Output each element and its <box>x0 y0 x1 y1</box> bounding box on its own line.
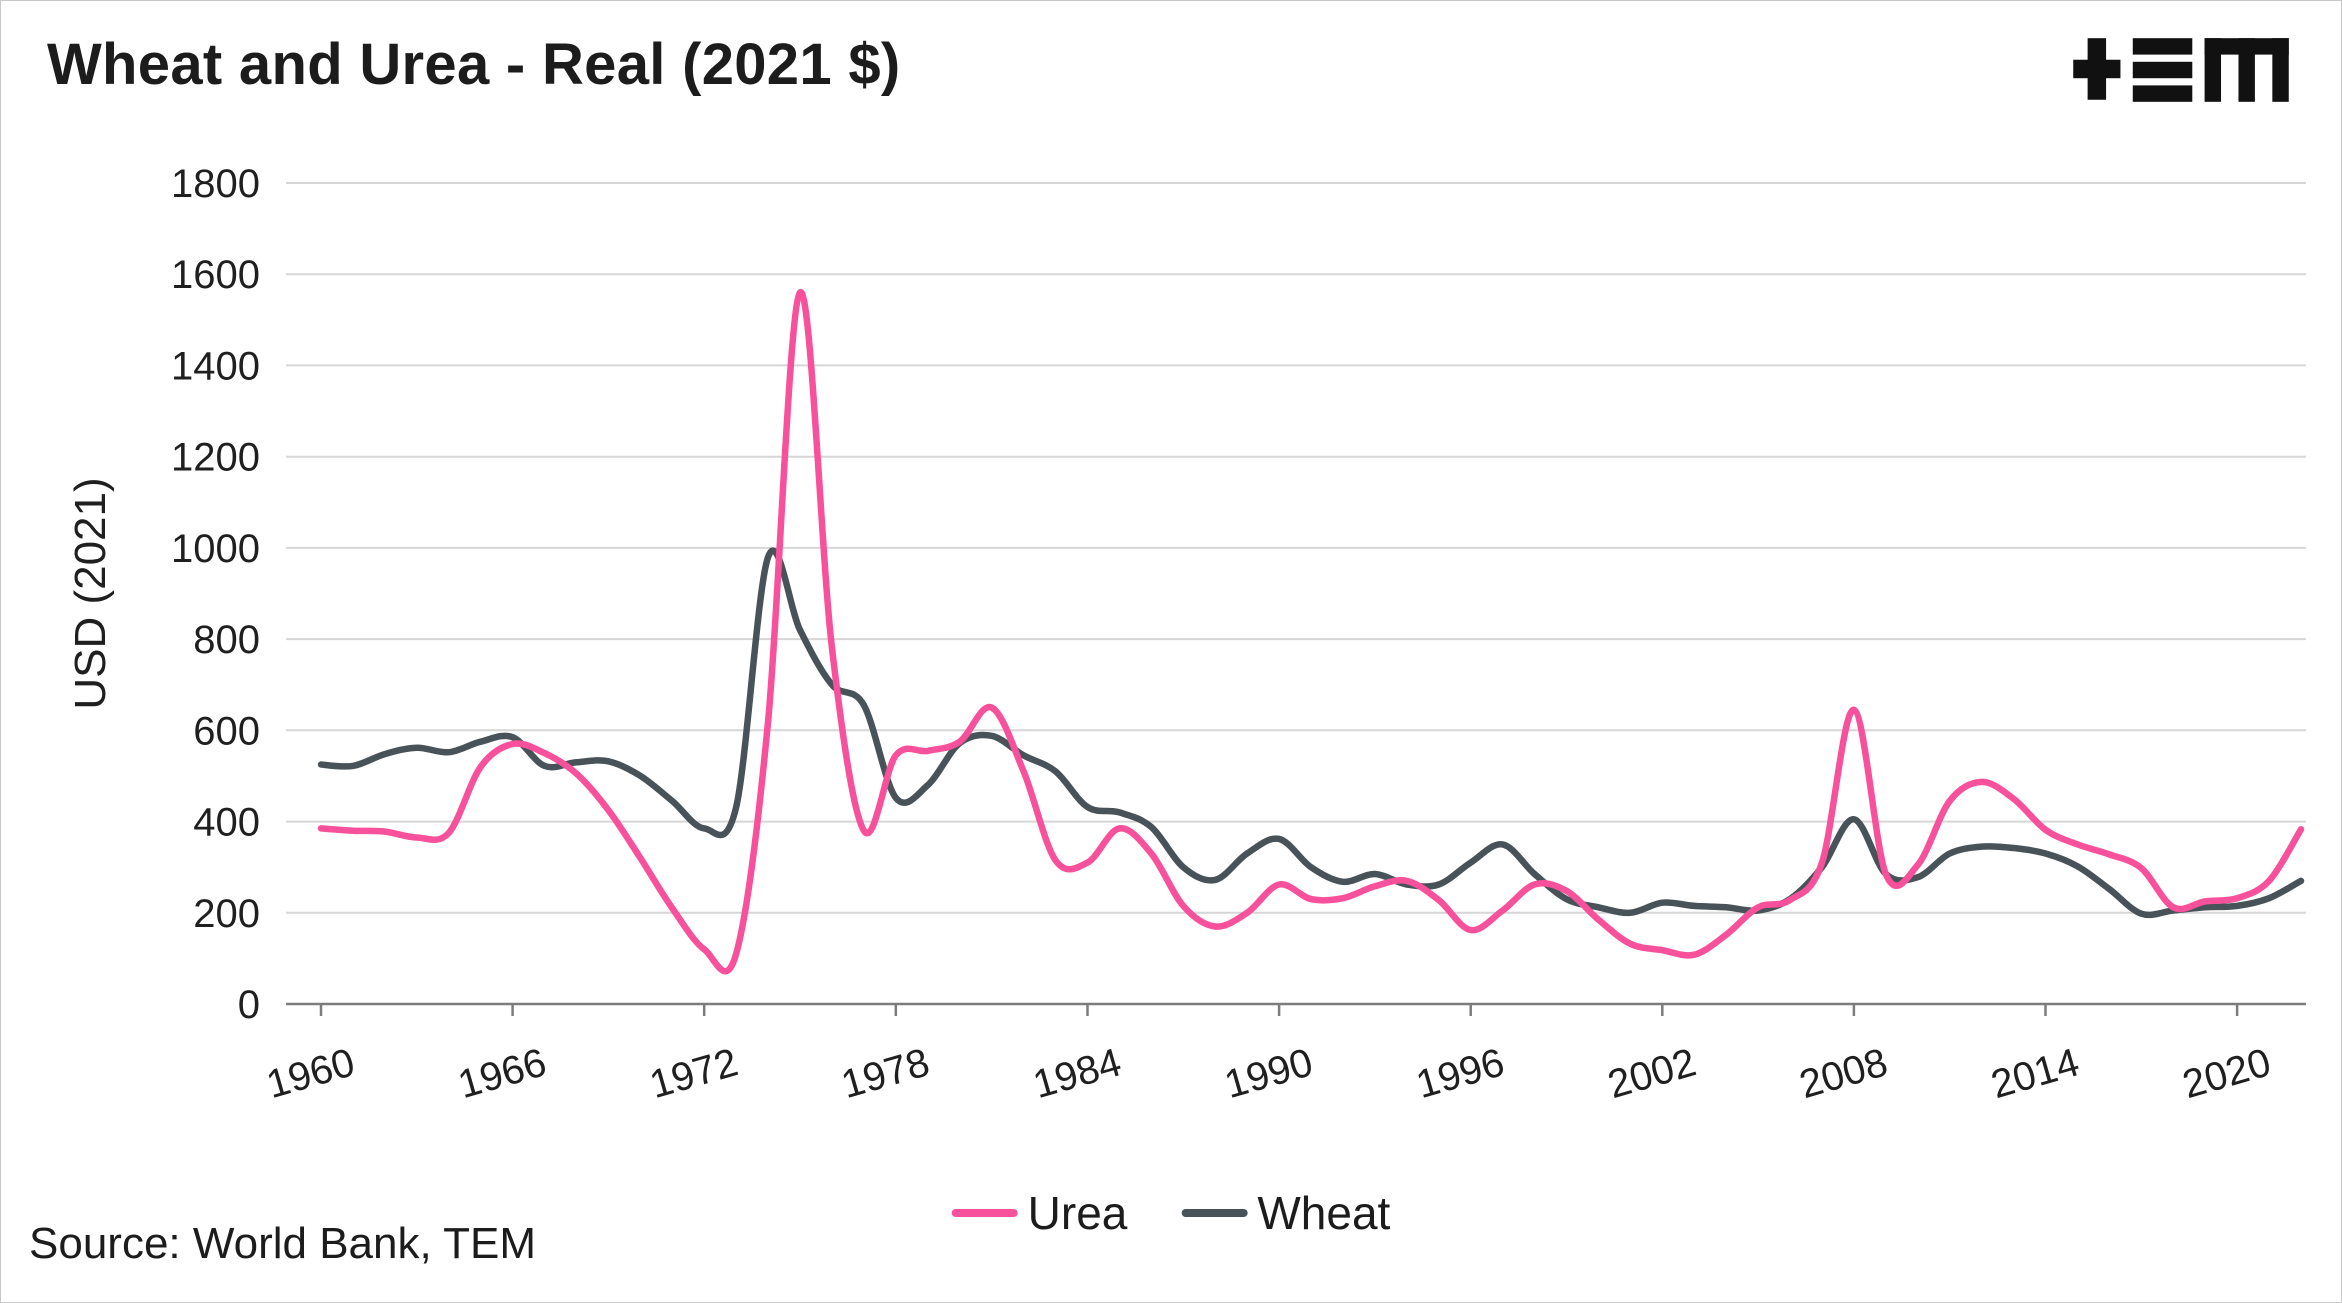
svg-text:1960: 1960 <box>262 1040 360 1107</box>
source-note: Source: World Bank, TEM <box>29 1219 537 1268</box>
svg-text:0: 0 <box>238 983 260 1027</box>
svg-text:1984: 1984 <box>1028 1040 1126 1107</box>
svg-text:600: 600 <box>193 709 260 753</box>
legend-label-wheat: Wheat <box>1257 1187 1391 1239</box>
tem-logo-icon <box>2073 31 2289 109</box>
chart-title: Wheat and Urea - Real (2021 $) <box>47 32 901 97</box>
svg-text:2002: 2002 <box>1603 1040 1701 1107</box>
svg-text:1600: 1600 <box>171 253 260 297</box>
svg-text:1990: 1990 <box>1220 1040 1318 1107</box>
svg-text:2008: 2008 <box>1795 1040 1893 1107</box>
svg-text:1800: 1800 <box>171 162 260 206</box>
svg-text:200: 200 <box>193 892 260 936</box>
svg-text:2020: 2020 <box>2178 1040 2276 1107</box>
svg-text:USD (2021): USD (2021) <box>66 477 115 709</box>
svg-text:2014: 2014 <box>1986 1040 2084 1107</box>
svg-text:400: 400 <box>193 801 260 845</box>
svg-text:800: 800 <box>193 618 260 662</box>
svg-text:1996: 1996 <box>1412 1040 1510 1107</box>
svg-text:1200: 1200 <box>171 436 260 480</box>
legend-item-wheat: Wheat <box>1181 1186 1390 1240</box>
legend-item-urea: Urea <box>951 1186 1128 1240</box>
svg-text:1400: 1400 <box>171 344 260 388</box>
svg-text:1966: 1966 <box>453 1040 551 1107</box>
legend: Urea Wheat <box>951 1186 1390 1240</box>
svg-text:1972: 1972 <box>645 1040 743 1107</box>
svg-text:1978: 1978 <box>837 1040 935 1107</box>
urea-line-swatch <box>951 1209 1018 1217</box>
wheat-line-swatch <box>1181 1209 1248 1217</box>
legend-label-urea: Urea <box>1027 1187 1128 1239</box>
svg-text:1000: 1000 <box>171 527 260 571</box>
